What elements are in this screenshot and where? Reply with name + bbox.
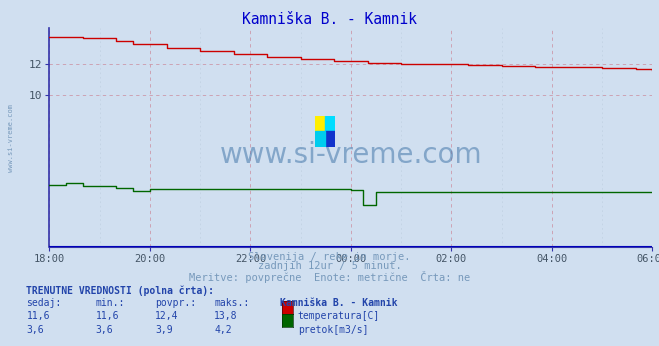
Text: 12,4: 12,4: [155, 311, 179, 321]
Text: min.:: min.:: [96, 298, 125, 308]
Bar: [315, 131, 325, 147]
Bar: [325, 116, 335, 131]
Text: 4,2: 4,2: [214, 325, 232, 335]
Text: Kamniška B. - Kamnik: Kamniška B. - Kamnik: [280, 298, 397, 308]
Text: Meritve: povprečne  Enote: metrične  Črta: ne: Meritve: povprečne Enote: metrične Črta:…: [189, 271, 470, 283]
Text: 3,6: 3,6: [26, 325, 44, 335]
Text: www.si-vreme.com: www.si-vreme.com: [219, 141, 482, 169]
Text: 11,6: 11,6: [26, 311, 50, 321]
Text: Slovenija / reke in morje.: Slovenija / reke in morje.: [248, 252, 411, 262]
Text: 3,9: 3,9: [155, 325, 173, 335]
Text: maks.:: maks.:: [214, 298, 249, 308]
Text: pretok[m3/s]: pretok[m3/s]: [298, 325, 368, 335]
Text: www.si-vreme.com: www.si-vreme.com: [8, 104, 14, 172]
Bar: [325, 131, 335, 147]
Text: povpr.:: povpr.:: [155, 298, 196, 308]
Text: temperatura[C]: temperatura[C]: [298, 311, 380, 321]
Text: TRENUTNE VREDNOSTI (polna črta):: TRENUTNE VREDNOSTI (polna črta):: [26, 285, 214, 296]
Text: Kamniška B. - Kamnik: Kamniška B. - Kamnik: [242, 12, 417, 27]
Text: 11,6: 11,6: [96, 311, 119, 321]
Text: 13,8: 13,8: [214, 311, 238, 321]
Text: 3,6: 3,6: [96, 325, 113, 335]
Text: zadnjih 12ur / 5 minut.: zadnjih 12ur / 5 minut.: [258, 261, 401, 271]
Bar: [315, 116, 325, 131]
Text: sedaj:: sedaj:: [26, 298, 61, 308]
